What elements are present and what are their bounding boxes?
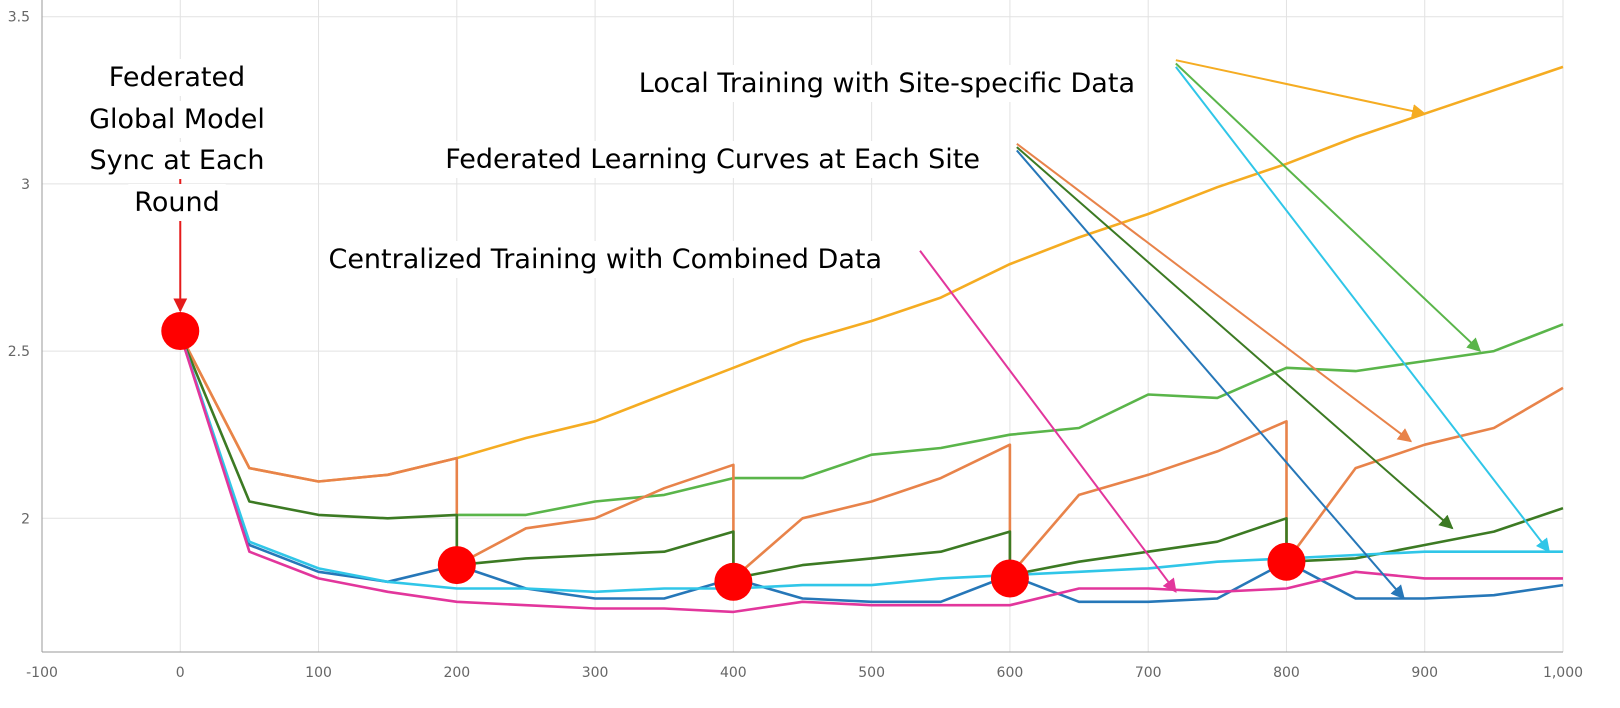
sync-label-line-1: Federated bbox=[109, 62, 245, 93]
annotation-arrow bbox=[1016, 149, 1405, 600]
series-line-6 bbox=[179, 334, 1563, 614]
annotation-label-background bbox=[439, 141, 986, 178]
x-tick-label: 0 bbox=[176, 665, 185, 681]
annotation-arrow bbox=[1175, 66, 1551, 553]
x-tick-label: 700 bbox=[1135, 665, 1162, 681]
annotation-arrow bbox=[1016, 146, 1454, 530]
annotation-arrow bbox=[919, 250, 1177, 593]
sync-point bbox=[714, 562, 753, 601]
y-tick-label: 2.5 bbox=[8, 344, 30, 360]
annotation-label-background bbox=[632, 65, 1141, 102]
x-tick-label: 500 bbox=[858, 665, 885, 681]
sync-label-line-3: Sync at Each bbox=[90, 145, 265, 176]
sync-label-line-2: Global Model bbox=[89, 104, 265, 135]
annotation-arrow bbox=[1175, 62, 1482, 353]
sync-point bbox=[990, 559, 1029, 598]
local-training-label: Local Training with Site-specific Data bbox=[639, 68, 1135, 99]
centralized-training-label: Centralized Training with Combined Data bbox=[328, 244, 882, 275]
sync-points bbox=[161, 312, 1306, 601]
x-tick-label: 300 bbox=[582, 665, 609, 681]
sync-label-line-4: Round bbox=[134, 187, 219, 218]
annotation-label-background bbox=[83, 101, 271, 138]
series-line-4 bbox=[179, 333, 1564, 604]
x-tick-label: -100 bbox=[26, 665, 58, 681]
axes: 2 2.5 3 3.5 -100 0 100 200 300 400 500 600 700 800 900… bbox=[8, 0, 1583, 681]
y-tick-label: 2 bbox=[21, 511, 30, 527]
annotation-label-background bbox=[322, 241, 888, 278]
annotation-arrows bbox=[173, 59, 1551, 600]
annotation-label-background bbox=[102, 59, 252, 96]
x-tick-label: 100 bbox=[305, 665, 332, 681]
annotation-label-background bbox=[83, 142, 271, 179]
annotation-arrow bbox=[1016, 142, 1413, 443]
y-tick-label: 3.5 bbox=[8, 10, 30, 26]
annotation-labels: Federated Global Model Sync at Each Roun… bbox=[83, 59, 1141, 278]
x-tick-label: 600 bbox=[997, 665, 1024, 681]
x-tick-label: 800 bbox=[1273, 665, 1300, 681]
annotation-arrow bbox=[1175, 59, 1427, 118]
x-tick-label: 900 bbox=[1411, 665, 1438, 681]
series-line-5 bbox=[179, 333, 1563, 594]
x-tick-label: 400 bbox=[720, 665, 747, 681]
federated-curves-label: Federated Learning Curves at Each Site bbox=[445, 144, 980, 175]
annotation-label-background bbox=[128, 184, 226, 221]
x-tick-label: 1,000 bbox=[1543, 665, 1583, 681]
y-tick-label: 3 bbox=[21, 177, 30, 193]
sync-point bbox=[161, 312, 200, 351]
sync-point bbox=[437, 546, 476, 585]
sync-point bbox=[1267, 542, 1306, 581]
x-tick-label: 200 bbox=[443, 665, 470, 681]
